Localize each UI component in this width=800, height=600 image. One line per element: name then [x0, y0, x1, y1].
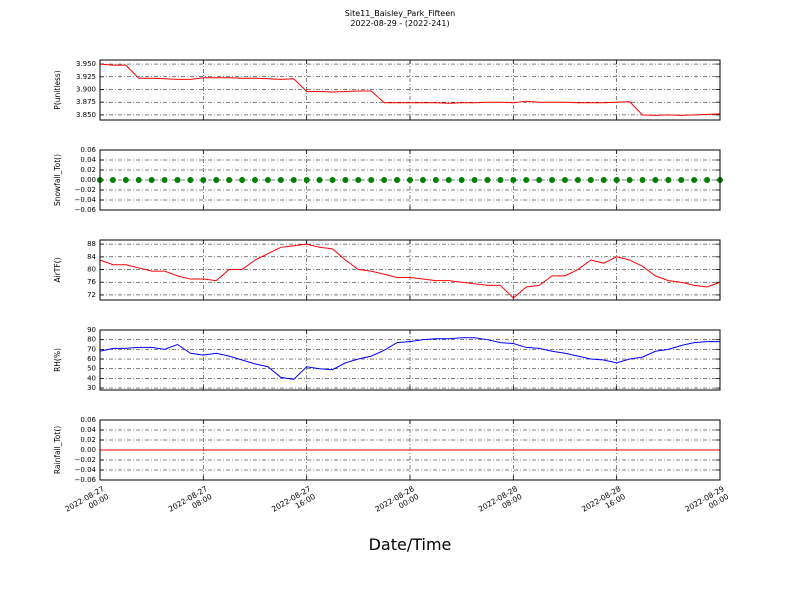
- y-tick-label: 30: [87, 384, 96, 392]
- series-point: [523, 177, 530, 183]
- y-tick-label: 0.04: [80, 426, 96, 434]
- series-point: [407, 177, 413, 183]
- series-point: [691, 177, 698, 183]
- series-point: [432, 177, 439, 183]
- series-point: [342, 177, 349, 183]
- y-tick-label: 3.925: [76, 73, 96, 81]
- plot-frame: [99, 149, 721, 211]
- series-point: [394, 177, 401, 183]
- y-tick-label: 0.06: [80, 416, 96, 424]
- series-point: [458, 177, 465, 183]
- series-point: [574, 177, 581, 183]
- series-point: [200, 177, 207, 183]
- series-point: [174, 177, 181, 183]
- series-point: [562, 177, 568, 183]
- series-point: [109, 177, 116, 183]
- plot-frame: [99, 59, 721, 121]
- plot-frame: [99, 239, 721, 301]
- subplot: 3.850 3.875 3.900 3.925 3.950 P(unitless): [53, 59, 721, 121]
- y-tick-label: 3.950: [76, 60, 96, 68]
- y-tick-label: −0.04: [75, 196, 97, 204]
- series-point: [587, 177, 594, 183]
- series-point: [381, 177, 388, 183]
- series-point: [187, 177, 194, 183]
- subplot: 72 76 80 84 88 AirTF(): [53, 239, 721, 301]
- y-axis-label: AirTF(): [53, 257, 62, 282]
- y-tick-label: 0.00: [80, 446, 96, 454]
- series-point: [161, 177, 168, 183]
- y-axis-label: P(unitless): [53, 70, 62, 109]
- x-axis-label: Date/Time: [369, 535, 452, 554]
- y-tick-label: 70: [87, 345, 96, 353]
- series-point: [639, 177, 646, 183]
- y-axis-label: RH(%): [53, 348, 62, 372]
- y-tick-label: −0.06: [75, 476, 97, 484]
- series-point: [678, 177, 685, 183]
- series-point: [665, 177, 672, 183]
- series-point: [484, 177, 491, 183]
- y-tick-label: −0.06: [75, 206, 97, 214]
- y-tick-label: −0.02: [75, 186, 96, 194]
- y-tick-label: 0.04: [80, 156, 96, 164]
- y-tick-label: 40: [87, 374, 96, 382]
- series-line: [99, 243, 721, 299]
- series-point: [355, 177, 362, 183]
- series-point: [252, 177, 258, 183]
- series-point: [213, 177, 220, 183]
- y-tick-label: 76: [87, 278, 96, 286]
- series-point: [471, 177, 478, 183]
- series-point: [652, 177, 659, 183]
- y-tick-label: 0.02: [80, 436, 96, 444]
- series-point: [329, 177, 336, 183]
- series-point: [122, 177, 129, 183]
- series-line: [99, 63, 721, 116]
- y-tick-label: 88: [87, 240, 96, 248]
- series-point: [239, 177, 246, 183]
- subplot: −0.06 −0.04 −0.02 0.00 0.02 0.04 0.06 Snowfall_…: [53, 146, 723, 214]
- series-point: [226, 177, 233, 183]
- plot-frame: [99, 329, 721, 391]
- plot-frame: [99, 419, 721, 481]
- figure-subtitle: 2022-08-29 - (2022-241): [350, 19, 449, 28]
- series-point: [497, 177, 504, 183]
- series-point: [626, 177, 633, 183]
- y-tick-label: 90: [87, 326, 96, 334]
- y-tick-label: 3.850: [76, 111, 96, 119]
- y-tick-label: 3.900: [76, 85, 96, 93]
- series-point: [303, 177, 310, 183]
- y-tick-label: 0.00: [80, 176, 96, 184]
- figure-title: Site11_Baisley_Park_Fifteen: [345, 9, 455, 18]
- series-point: [704, 177, 711, 183]
- y-tick-label: 50: [87, 365, 96, 373]
- series-point: [445, 177, 452, 183]
- y-tick-label: 80: [87, 266, 96, 274]
- series-point: [510, 177, 517, 183]
- y-tick-label: 0.02: [80, 166, 96, 174]
- series-point: [536, 177, 543, 183]
- y-tick-label: 84: [87, 253, 96, 261]
- y-tick-label: −0.02: [75, 456, 96, 464]
- series-point: [264, 177, 271, 183]
- series-point: [277, 177, 284, 183]
- y-tick-label: 3.875: [76, 98, 96, 106]
- y-tick-label: 0.06: [80, 146, 96, 154]
- series-point: [549, 177, 556, 183]
- y-tick-label: 80: [87, 336, 96, 344]
- series-point: [148, 177, 155, 183]
- y-tick-label: 60: [87, 355, 96, 363]
- y-tick-label: −0.04: [75, 466, 97, 474]
- series-point: [600, 177, 607, 183]
- series-point: [316, 177, 323, 183]
- series-point: [419, 177, 426, 183]
- series-point: [613, 177, 620, 183]
- y-axis-label: Snowfall_Tot(): [53, 154, 62, 206]
- y-tick-label: 72: [87, 291, 96, 299]
- series-point: [290, 177, 297, 183]
- series-point: [135, 177, 142, 183]
- y-axis-label: Rainfall_Tot(): [53, 426, 62, 474]
- series-point: [368, 177, 375, 183]
- series-line: [99, 337, 720, 380]
